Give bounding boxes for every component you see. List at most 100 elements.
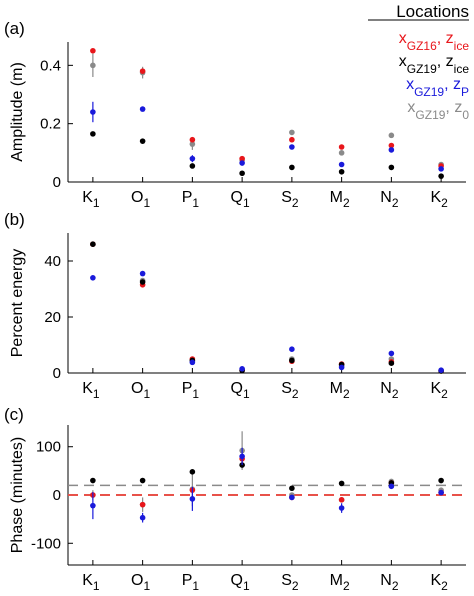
x-tick-label-S2: S2 <box>281 380 299 401</box>
y-tick-label: 0 <box>53 365 61 382</box>
data-point <box>90 275 96 281</box>
y-tick-label: 0.4 <box>40 57 61 74</box>
x-tick-label-N2: N2 <box>380 572 399 593</box>
data-point <box>338 161 345 168</box>
data-point <box>189 469 196 475</box>
data-point <box>438 367 444 374</box>
panel-label: (c) <box>4 405 24 424</box>
data-point <box>189 359 196 366</box>
data-point <box>338 168 345 175</box>
data-point <box>90 109 96 115</box>
data-point <box>90 477 96 484</box>
data-point <box>388 147 395 153</box>
data-point <box>388 350 395 357</box>
data-point <box>388 164 395 171</box>
data-point <box>239 366 245 372</box>
x-tick-label-Q1: Q1 <box>231 380 250 401</box>
y-tick-label: 0 <box>53 487 61 504</box>
data-point <box>239 453 245 460</box>
y-tick-label: 40 <box>44 253 61 270</box>
data-point <box>338 497 345 503</box>
data-point <box>289 346 295 353</box>
x-tick-label-S2: S2 <box>281 572 299 593</box>
data-point <box>139 270 146 277</box>
data-point <box>90 131 96 137</box>
x-tick-label-P1: P1 <box>182 572 200 593</box>
x-tick-label-M2: M2 <box>330 189 350 210</box>
x-tick-label-O1: O1 <box>131 380 150 401</box>
panel-label: (a) <box>4 19 25 38</box>
x-tick-label-M2: M2 <box>330 572 350 593</box>
data-point <box>338 480 345 487</box>
data-point <box>189 496 196 502</box>
data-point <box>239 155 245 162</box>
y-tick-label: -100 <box>31 535 61 552</box>
x-tick-label-Q1: Q1 <box>231 189 250 210</box>
legend-entry: xGZ19, zice <box>399 53 470 76</box>
panel-b: (b) Percent energy 0 20 40 K1 O1 P1 Q1 S2 M2 N2 K2 <box>4 210 466 401</box>
data-point <box>289 164 295 171</box>
data-point <box>189 136 196 143</box>
data-point <box>289 485 295 492</box>
x-tick-label-O1: O1 <box>131 189 150 210</box>
data-point <box>438 489 444 496</box>
data-point <box>139 279 146 285</box>
legend-entry: xGZ19, z0 <box>407 99 469 122</box>
data-point <box>289 357 295 364</box>
x-tick-label-K2: K2 <box>430 572 448 593</box>
panel-c: (c) Phase (minutes) -100 0 100 K1 O1 P1 Q1 S2 M2 N2… <box>4 405 466 593</box>
data-point <box>139 477 146 484</box>
x-tick-label-M2: M2 <box>330 380 350 401</box>
panel-label: (b) <box>4 210 25 229</box>
data-point <box>338 505 345 511</box>
x-tick-label-N2: N2 <box>380 189 399 210</box>
data-point <box>90 47 96 54</box>
legend-title: Locations <box>396 2 469 21</box>
data-point <box>139 514 146 521</box>
data-point <box>438 173 444 179</box>
data-point <box>139 138 146 144</box>
data-point <box>289 129 295 136</box>
data-point <box>139 68 146 74</box>
data-point <box>289 144 295 150</box>
x-tick-label-P1: P1 <box>182 189 200 210</box>
data-point <box>90 241 96 247</box>
x-tick-label-S2: S2 <box>281 189 299 210</box>
x-tick-label-K1: K1 <box>82 572 100 593</box>
x-tick-label-K1: K1 <box>82 189 100 210</box>
x-tick-label-Q1: Q1 <box>231 572 250 593</box>
data-point <box>139 106 146 112</box>
data-point <box>388 132 395 139</box>
y-tick-label: 100 <box>36 439 61 456</box>
legend-entry: xGZ16, zice <box>399 30 470 53</box>
data-point <box>438 477 444 484</box>
x-tick-label-P1: P1 <box>182 380 200 401</box>
data-point <box>438 166 444 172</box>
y-axis-label: Amplitude (m) <box>9 62 26 162</box>
data-point <box>189 163 196 169</box>
data-point <box>139 501 146 508</box>
y-tick-label: 0.2 <box>40 116 61 133</box>
data-point <box>239 160 245 166</box>
y-axis-label: Phase (minutes) <box>9 437 26 554</box>
data-point <box>388 360 395 367</box>
x-tick-label-O1: O1 <box>131 572 150 593</box>
panel-a: (a) Amplitude (m) 0 0.2 0.4 K1 O1 P1 Q1 S2 M2 N2 K2 <box>4 19 466 210</box>
y-tick-label: 20 <box>44 309 61 326</box>
legend-entry: xGZ19, zP <box>406 76 469 99</box>
data-point <box>338 144 345 150</box>
data-point <box>239 170 245 177</box>
data-point <box>90 502 96 509</box>
data-point <box>388 142 395 149</box>
data-point <box>90 62 96 69</box>
x-tick-label-K1: K1 <box>82 380 100 401</box>
data-point <box>189 141 196 147</box>
data-point <box>289 494 295 501</box>
y-tick-label: 0 <box>53 174 61 191</box>
x-tick-label-K2: K2 <box>430 380 448 401</box>
data-point <box>338 150 345 156</box>
data-point <box>388 483 395 490</box>
data-point <box>189 155 196 162</box>
data-point <box>338 364 345 371</box>
